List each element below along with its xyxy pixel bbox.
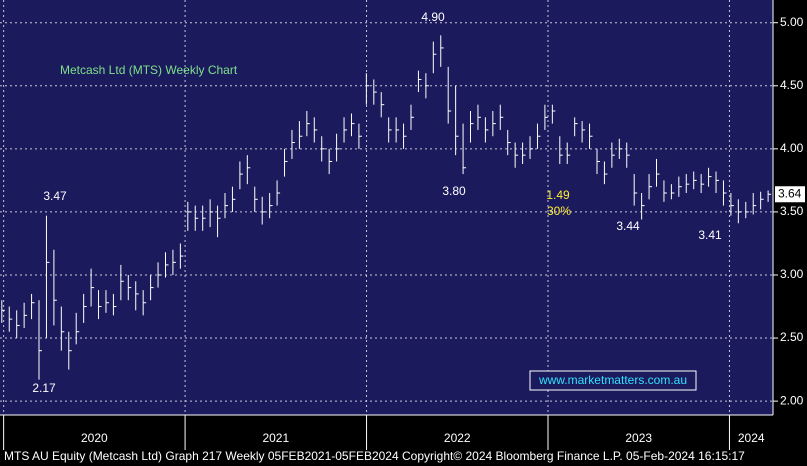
x-tick-label: 2020 [81,431,108,445]
watermark-box [529,370,697,391]
plot-area [0,0,773,415]
y-tick-label: 3.50 [780,204,804,218]
chart-title: Metcash Ltd (MTS) Weekly Chart [60,63,238,77]
last-price-box [775,186,805,203]
y-tick-label: 4.50 [780,78,804,92]
x-tick-label: 2023 [625,431,652,445]
annotation: 1.49 [546,188,570,202]
y-tick-label: 2.50 [780,330,804,344]
x-tick-label: 2021 [262,431,289,445]
y-tick-label: 5.00 [780,15,804,29]
y-tick-label: 3.00 [780,267,804,281]
annotation: 3.47 [43,189,67,203]
last-price-label: 3.64 [778,186,802,200]
y-tick-label: 4.00 [780,141,804,155]
watermark: www.marketmatters.com.au [538,373,687,387]
y-tick-label: 2.00 [780,393,804,407]
x-tick-label: 2022 [444,431,471,445]
x-tick-label: 2024 [738,431,765,445]
footer: MTS AU Equity (Metcash Ltd) Graph 217 We… [4,449,745,463]
annotation: 30% [547,204,571,218]
annotation: 4.90 [421,10,445,24]
annotation: 3.44 [616,219,640,233]
annotation: 3.41 [698,228,722,242]
annotation: 3.80 [442,184,466,198]
annotation: 2.17 [32,381,56,395]
